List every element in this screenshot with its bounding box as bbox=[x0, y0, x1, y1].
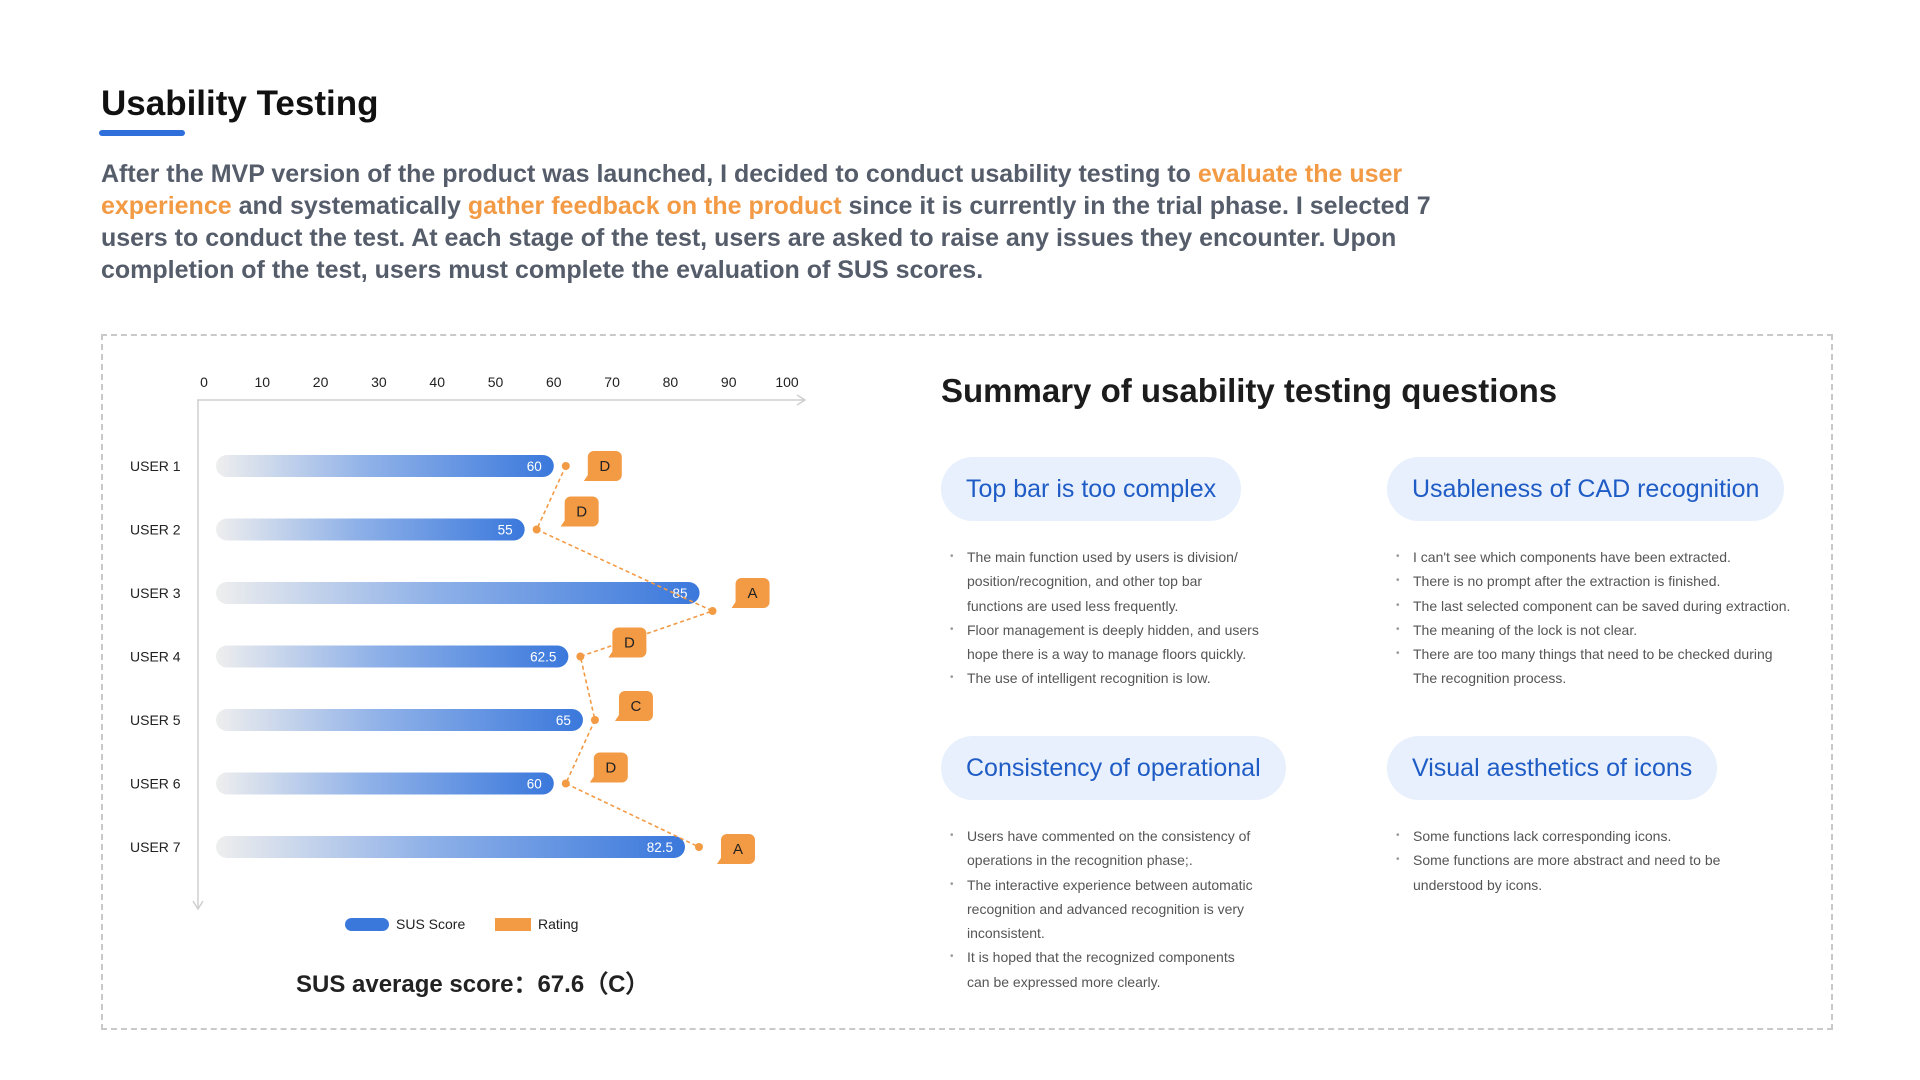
rating-badge bbox=[731, 578, 770, 608]
x-tick-label: 0 bbox=[200, 374, 208, 390]
card-list-consistency: Users have commented on the consistency … bbox=[945, 824, 1325, 994]
intro-paragraph: After the MVP version of the product was… bbox=[101, 158, 1461, 286]
bar bbox=[216, 772, 554, 795]
card-title-icon-aesthetics: Visual aesthetics of icons bbox=[1387, 736, 1718, 800]
page-title: Usability Testing bbox=[101, 84, 379, 123]
bar bbox=[216, 645, 569, 668]
category-label: USER 3 bbox=[130, 585, 181, 601]
summary-title: Summary of usability testing questions bbox=[941, 372, 1558, 409]
summary-item: It is hoped that the recognized componen… bbox=[945, 945, 1325, 994]
rating-label: A bbox=[733, 841, 743, 858]
intro-text-2: and systematically bbox=[231, 192, 468, 220]
legend-swatch-sus bbox=[345, 918, 389, 931]
x-tick-label: 70 bbox=[604, 374, 620, 390]
intro-text-1: After the MVP version of the product was… bbox=[101, 160, 1198, 188]
category-label: USER 5 bbox=[130, 712, 181, 728]
legend-label-rating: Rating bbox=[538, 916, 578, 932]
rating-dot bbox=[561, 779, 570, 788]
x-tick-label: 10 bbox=[255, 374, 271, 390]
rating-dot bbox=[590, 716, 599, 724]
summary-item: Users have commented on the consistency … bbox=[945, 824, 1325, 873]
rating-badge bbox=[560, 496, 599, 527]
x-tick-label: 20 bbox=[313, 374, 329, 390]
rating-label: D bbox=[576, 504, 587, 521]
rating-badge bbox=[614, 691, 653, 721]
category-label: USER 4 bbox=[130, 649, 181, 665]
category-label: USER 7 bbox=[130, 839, 181, 855]
category-label: USER 1 bbox=[130, 458, 181, 474]
summary-item: The interactive experience between autom… bbox=[945, 873, 1325, 946]
rating-badge bbox=[589, 752, 628, 783]
summary-item: There are too many things that need to b… bbox=[1391, 642, 1831, 691]
rating-label: D bbox=[624, 635, 635, 652]
bar bbox=[216, 518, 525, 541]
rating-badge bbox=[716, 834, 755, 864]
summary-item: The last selected component can be saved… bbox=[1391, 594, 1831, 619]
bar-value-label: 62.5 bbox=[530, 650, 556, 665]
x-tick-label: 80 bbox=[663, 374, 679, 390]
legend-label-sus: SUS Score bbox=[396, 916, 465, 932]
rating-badge bbox=[608, 627, 647, 658]
x-tick-label: 40 bbox=[429, 374, 445, 390]
summary-item: The use of intelligent recognition is lo… bbox=[945, 666, 1325, 691]
x-tick-label: 60 bbox=[546, 374, 562, 390]
x-tick-label: 100 bbox=[775, 374, 799, 390]
card-list-cad-recognition: I can't see which components have been e… bbox=[1391, 545, 1831, 691]
card-list-top-bar: The main function used by users is divis… bbox=[945, 545, 1325, 691]
summary-item: The main function used by users is divis… bbox=[945, 545, 1325, 618]
bar bbox=[216, 582, 700, 604]
summary-item: There is no prompt after the extraction … bbox=[1391, 569, 1831, 594]
summary-item: Some functions lack corresponding icons. bbox=[1391, 824, 1831, 849]
rating-dot bbox=[708, 607, 717, 615]
rating-dot bbox=[694, 843, 703, 851]
rating-badge bbox=[583, 451, 622, 481]
bar-value-label: 82.5 bbox=[647, 840, 673, 855]
card-title-top-bar: Top bar is too complex bbox=[941, 457, 1242, 521]
intro-highlight-2: gather feedback on the product bbox=[467, 192, 842, 220]
card-title-cad-recognition: Usableness of CAD recognition bbox=[1387, 457, 1785, 521]
x-tick-label: 30 bbox=[371, 374, 387, 390]
bar-value-label: 60 bbox=[527, 777, 542, 792]
card-title-consistency: Consistency of operational bbox=[941, 736, 1286, 800]
x-tick-label: 50 bbox=[488, 374, 504, 390]
rating-dot bbox=[576, 652, 585, 661]
bar bbox=[216, 709, 583, 731]
intro-text-3: since it is currently in the trial phase… bbox=[101, 192, 1431, 284]
category-label: USER 2 bbox=[130, 522, 181, 538]
bar bbox=[216, 836, 685, 858]
rating-label: A bbox=[748, 585, 758, 602]
legend-swatch-rating bbox=[495, 918, 531, 931]
summary-item: Floor management is deeply hidden, and u… bbox=[945, 618, 1325, 667]
card-list-icon-aesthetics: Some functions lack corresponding icons.… bbox=[1391, 824, 1831, 897]
summary-item: I can't see which components have been e… bbox=[1391, 545, 1831, 570]
sus-average-score: SUS average score：67.6（C） bbox=[296, 971, 650, 998]
rating-dot bbox=[561, 462, 570, 470]
bar-value-label: 55 bbox=[498, 523, 513, 538]
category-label: USER 6 bbox=[130, 776, 181, 792]
title-underline bbox=[99, 130, 185, 136]
results-panel bbox=[101, 334, 1833, 1030]
rating-label: D bbox=[605, 760, 616, 777]
bar-value-label: 60 bbox=[527, 459, 542, 474]
bar bbox=[216, 455, 554, 477]
rating-dot bbox=[532, 525, 541, 534]
rating-label: C bbox=[631, 698, 642, 715]
x-axis-arrow bbox=[796, 394, 807, 406]
y-axis-arrow bbox=[192, 900, 204, 911]
summary-item: Some functions are more abstract and nee… bbox=[1391, 848, 1831, 897]
summary-item: The meaning of the lock is not clear. bbox=[1391, 618, 1831, 643]
intro-highlight-1: evaluate the user experience bbox=[101, 160, 1403, 220]
rating-label: D bbox=[599, 458, 610, 475]
x-tick-label: 90 bbox=[721, 374, 737, 390]
bar-value-label: 65 bbox=[556, 713, 571, 728]
